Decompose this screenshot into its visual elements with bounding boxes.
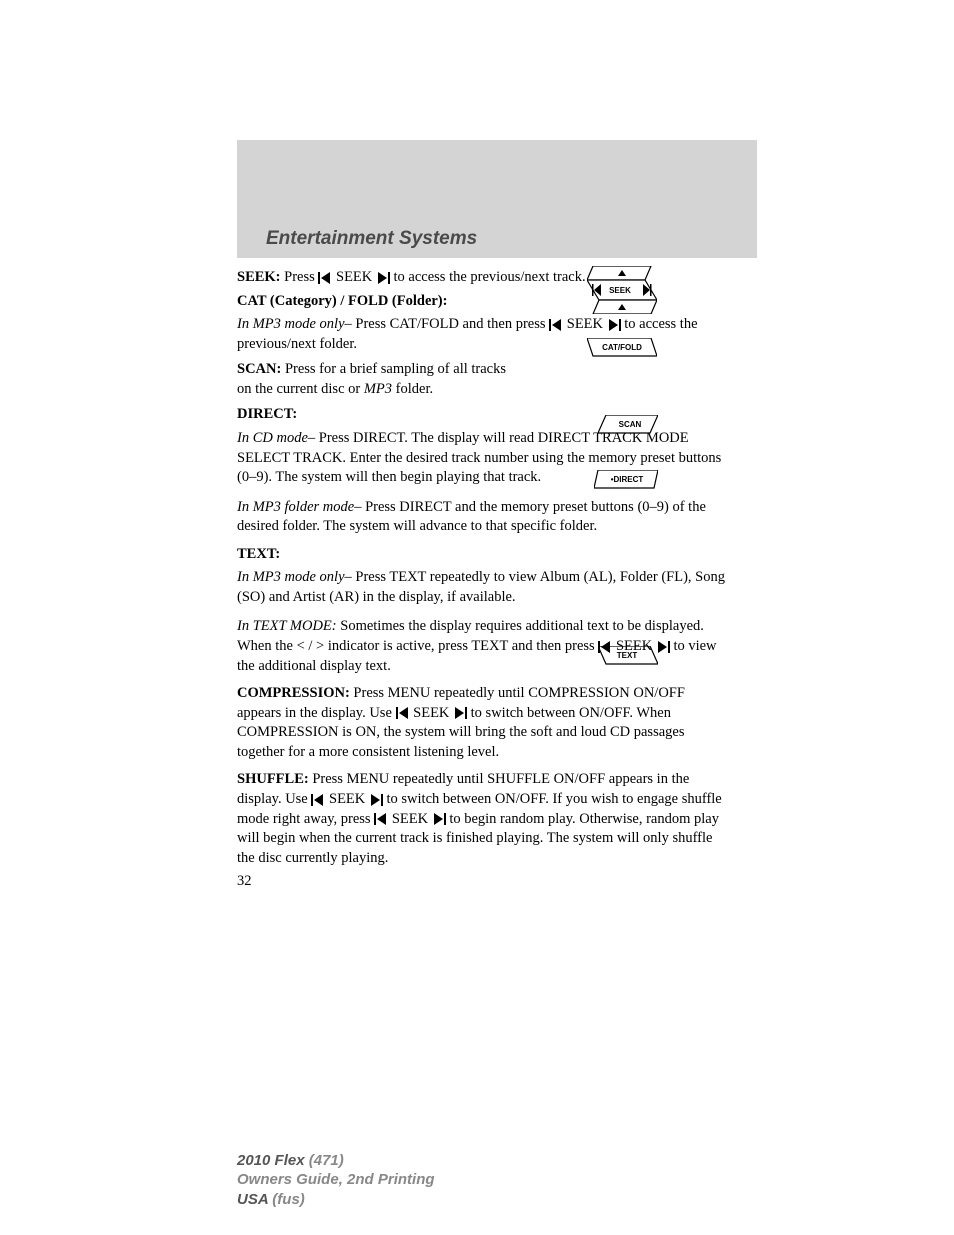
shuffle-heading: SHUFFLE: — [237, 771, 309, 787]
seek-prev-icon — [598, 641, 612, 653]
direct-heading: DIRECT: — [237, 406, 297, 422]
seek-next-icon — [607, 319, 621, 331]
seek-next-icon — [376, 272, 390, 284]
footer: 2010 Flex (471) Owners Guide, 2nd Printi… — [237, 1151, 435, 1210]
page-number: 32 — [237, 872, 727, 892]
text-heading: TEXT: — [237, 546, 280, 562]
seek-next-icon — [453, 707, 467, 719]
scan-heading: SCAN: — [237, 361, 281, 377]
seek-next-icon — [369, 794, 383, 806]
seek-next-icon — [432, 813, 446, 825]
seek-prev-icon — [374, 813, 388, 825]
seek-prev-icon — [396, 707, 410, 719]
seek-heading: SEEK: — [237, 269, 281, 285]
compression-heading: COMPRESSION: — [237, 685, 350, 701]
seek-prev-icon — [549, 319, 563, 331]
section-title: Entertainment Systems — [266, 228, 477, 250]
body-content: SEEK: Press SEEK to access the previous/… — [237, 268, 727, 892]
seek-next-icon — [656, 641, 670, 653]
seek-prev-icon — [318, 272, 332, 284]
cat-heading: CAT (Category) / FOLD (Folder): — [237, 293, 447, 309]
seek-prev-icon — [311, 794, 325, 806]
